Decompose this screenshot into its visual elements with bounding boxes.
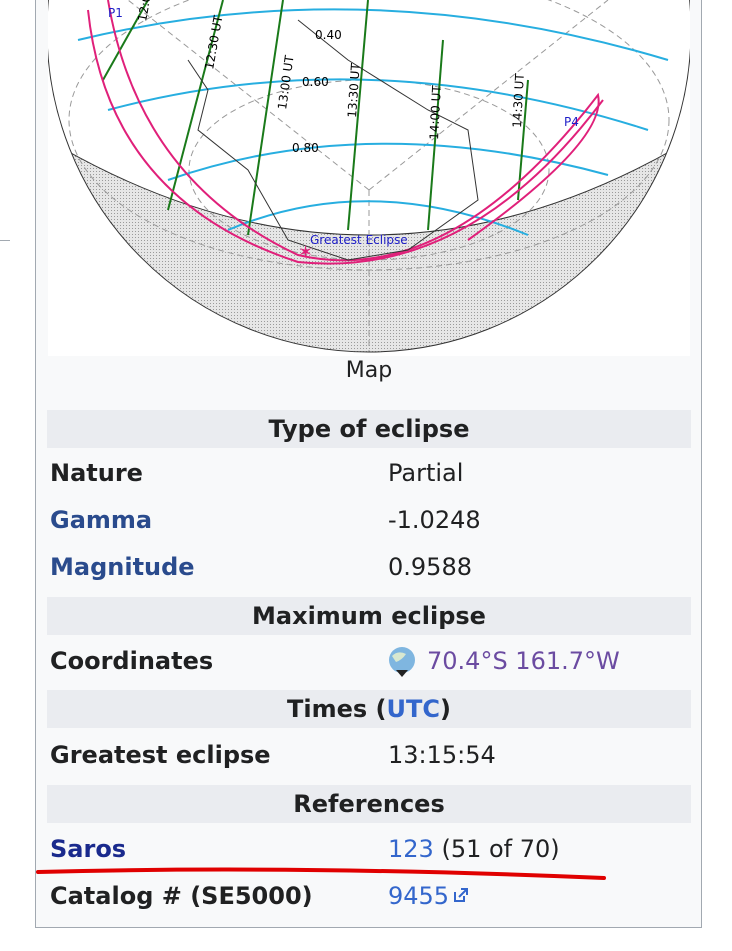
map-label: 0.60 — [302, 75, 329, 89]
eclipse-map[interactable]: ✶ P1 12:00 12:30 UT 13:00 UT 13:30 UT 14… — [48, 0, 690, 356]
map-label: 14:00 UT — [427, 84, 444, 140]
label: Nature — [50, 459, 143, 487]
map-label: 14:30 UT — [510, 72, 527, 128]
section-header: References — [47, 785, 691, 823]
map-label: 0.40 — [315, 28, 342, 42]
label: Coordinates — [50, 647, 214, 675]
annotation-underline — [36, 867, 606, 880]
header-text: ) — [440, 695, 451, 723]
section-header: Type of eclipse — [47, 410, 691, 448]
label-link[interactable]: Magnitude — [50, 553, 195, 581]
label: Catalog # (SE5000) — [50, 882, 313, 910]
value-link[interactable]: 9455 — [388, 881, 470, 911]
globe-icon[interactable] — [386, 646, 420, 680]
value-text: (51 of 70) — [441, 835, 560, 863]
header-link[interactable]: UTC — [386, 695, 440, 723]
value: 13:15:54 — [388, 741, 496, 769]
value: 0.9588 — [388, 553, 472, 581]
value-link[interactable]: 123 — [388, 835, 434, 863]
map-label: Greatest Eclipse — [310, 233, 408, 247]
map-label: 0.80 — [292, 141, 319, 155]
label-link[interactable]: Gamma — [50, 506, 153, 534]
label: Greatest eclipse — [50, 741, 271, 769]
coordinates-link[interactable]: 70.4°S 161.7°W — [427, 647, 620, 675]
value-link-text[interactable]: 9455 — [388, 882, 450, 910]
value: Partial — [388, 459, 464, 487]
map-label: 13:30 UT — [345, 62, 363, 118]
header-text: Times ( — [287, 695, 387, 723]
section-header: Times (UTC) — [47, 690, 691, 728]
map-label: P4 — [564, 115, 579, 129]
map-label: P1 — [108, 6, 123, 20]
section-header: Maximum eclipse — [47, 597, 691, 635]
star: ✶ — [298, 242, 313, 263]
divider — [0, 240, 10, 241]
caption: Map — [345, 358, 393, 383]
external-link-icon — [454, 888, 469, 902]
label-link[interactable]: Saros — [50, 835, 127, 863]
value: 123 (51 of 70) — [388, 834, 560, 864]
value: -1.0248 — [388, 506, 481, 534]
